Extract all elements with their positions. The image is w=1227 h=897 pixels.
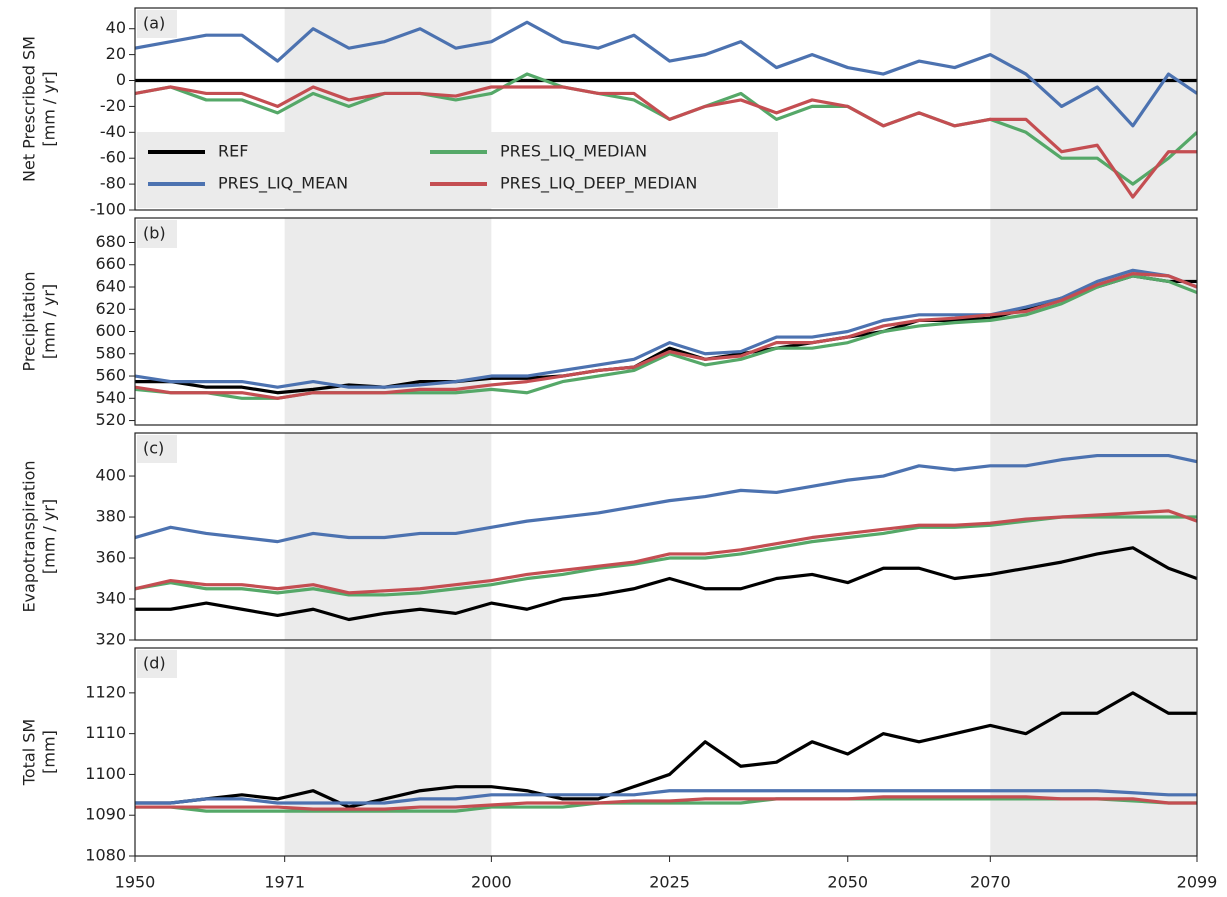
series-line (135, 546, 1197, 622)
panel: -100 -80 -60 -40 -20 0 20 40 Net Prescribed SM [m… (20, 7, 1198, 219)
y-tick-label: 1110 (85, 723, 126, 742)
legend-label: REF (218, 142, 248, 161)
panel-label: (b) (143, 224, 166, 243)
y-axis-label: [mm / yr] (40, 71, 59, 146)
shaded-span (990, 218, 1197, 425)
legend-label: PRES_LIQ_MEAN (218, 174, 348, 194)
y-tick-label: -60 (100, 148, 126, 167)
plot-frame (134, 217, 1198, 426)
panel-label: (c) (143, 439, 164, 458)
y-tick-label: 580 (95, 343, 126, 362)
x-tick-label: 1971 (264, 873, 305, 892)
y-axis-label: Total SM (20, 719, 39, 786)
y-tick-label: 1090 (85, 805, 126, 824)
panel: 1080 1090 1100 1110 1120 1950 1971 2000 2025 2050… (20, 647, 1218, 892)
series-line (135, 85, 1197, 199)
y-tick-label: 360 (95, 548, 126, 567)
shaded-span (284, 648, 492, 856)
plot-frame (134, 647, 1198, 857)
y-axis-label: [mm] (40, 730, 59, 774)
y-tick-label: 340 (95, 589, 126, 608)
series-line (135, 797, 1197, 813)
y-tick-label: -100 (90, 200, 126, 219)
y-tick-label: 1080 (85, 846, 126, 865)
x-tick-label: 2050 (827, 873, 868, 892)
y-tick-label: 560 (95, 366, 126, 385)
panel-label: (d) (143, 654, 166, 673)
series-line (135, 453, 1197, 544)
y-tick-label: 600 (95, 321, 126, 340)
y-axis-label: Net Prescribed SM (20, 36, 39, 182)
legend-bg (137, 132, 778, 208)
y-tick-label: 1120 (85, 682, 126, 701)
y-tick-label: 680 (95, 232, 126, 251)
series-line (135, 20, 1197, 128)
series-line (135, 691, 1197, 809)
x-tick-label: 2025 (649, 873, 690, 892)
y-tick-label: -80 (100, 174, 126, 193)
y-axis-label: Evapotranspiration (20, 460, 39, 612)
panel-label-bg (137, 650, 177, 678)
x-tick-label: 2070 (970, 873, 1011, 892)
y-axis-label: [mm / yr] (40, 499, 59, 574)
y-axis-label: Precipitation (20, 271, 39, 371)
x-tick-label: 2099 (1177, 873, 1218, 892)
series-line (135, 268, 1197, 389)
plot-frame (134, 432, 1198, 641)
series-line (135, 274, 1197, 395)
y-tick-label: 320 (95, 630, 126, 649)
y-tick-label: -20 (100, 96, 126, 115)
y-tick-label: 620 (95, 299, 126, 318)
y-tick-label: 1100 (85, 764, 126, 783)
y-tick-label: 380 (95, 507, 126, 526)
legend: REF PRES_LIQ_MEAN PRES_LIQ_MEDIAN PRES_LIQ_… (137, 132, 778, 208)
x-tick-label: 1950 (115, 873, 156, 892)
panel-label-bg (137, 10, 177, 38)
shaded-span (990, 433, 1197, 640)
y-tick-label: 520 (95, 410, 126, 429)
series-line (135, 789, 1197, 805)
y-tick-label: 20 (106, 44, 126, 63)
legend-label: PRES_LIQ_MEDIAN (500, 142, 647, 162)
y-axis-label: [mm / yr] (40, 284, 59, 359)
series-line (135, 795, 1197, 811)
shaded-span (990, 8, 1197, 210)
series-line (135, 272, 1197, 400)
y-tick-label: 0 (116, 70, 126, 89)
x-tick-label: 2000 (471, 873, 512, 892)
panel: 520 540 560 580 600 620 640 660 680 Precipitation… (20, 217, 1198, 429)
y-tick-label: 660 (95, 254, 126, 273)
y-tick-label: 640 (95, 277, 126, 296)
panel-label-bg (137, 435, 177, 463)
y-tick-label: -40 (100, 122, 126, 141)
plot-frame (134, 7, 1198, 211)
legend-label: PRES_LIQ_DEEP_MEDIAN (500, 174, 697, 194)
y-tick-label: 540 (95, 388, 126, 407)
y-tick-label: 40 (106, 18, 126, 37)
panel-label-bg (137, 220, 177, 248)
shaded-span (990, 648, 1197, 856)
y-tick-label: 400 (95, 466, 126, 485)
series-line (135, 509, 1197, 595)
panel: 320 340 360 380 400 Evapotranspiration [mm / y… (20, 432, 1198, 649)
panel-label: (a) (143, 14, 165, 33)
series-line (135, 515, 1197, 597)
